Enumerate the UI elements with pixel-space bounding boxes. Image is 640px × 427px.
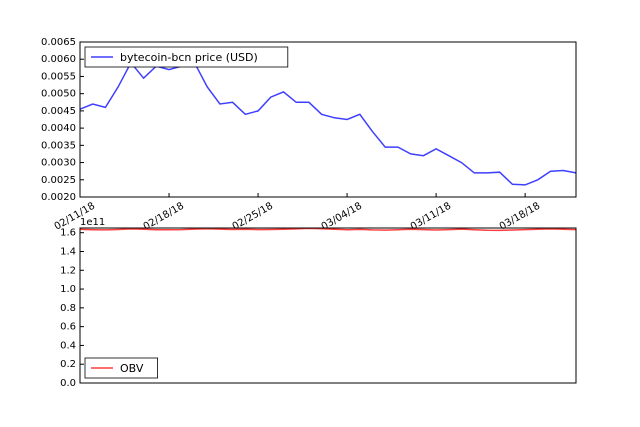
- y-tick-label: 0.0050: [41, 89, 76, 100]
- y-tick-label: 1.2: [60, 265, 76, 276]
- y-tick-label: 0.0045: [41, 106, 76, 117]
- y-tick-label: 0.8: [60, 303, 76, 314]
- plot-frame: [79, 227, 577, 384]
- y-tick-label: 0.0: [60, 378, 76, 389]
- y-tick-label: 1.4: [60, 246, 76, 257]
- y-tick-label: 0.0040: [41, 123, 76, 134]
- y-tick-label: 0.0060: [41, 54, 76, 65]
- legend-box: [84, 357, 158, 379]
- offset-text: 1e11: [80, 217, 105, 228]
- y-tick-label: 0.0030: [41, 158, 76, 169]
- y-tick-label: 0.0020: [41, 192, 76, 203]
- data-line: [79, 61, 577, 186]
- y-tick-label: 0.0025: [41, 175, 76, 186]
- legend-label: OBV: [120, 362, 144, 375]
- y-tick-label: 1.0: [60, 284, 76, 295]
- data-line: [79, 227, 577, 232]
- y-tick-label: 0.0055: [41, 71, 76, 82]
- y-tick-label: 0.0065: [41, 37, 76, 48]
- plot-frame: [79, 41, 577, 198]
- y-tick-label: 0.6: [60, 322, 76, 333]
- y-tick-label: 0.2: [60, 359, 76, 370]
- legend-box: [84, 46, 289, 68]
- y-tick-label: 0.0035: [41, 140, 76, 151]
- y-tick-label: 0.4: [60, 340, 76, 351]
- legend-label: bytecoin-bcn price (USD): [120, 51, 258, 64]
- y-tick-label: 1.6: [60, 228, 76, 239]
